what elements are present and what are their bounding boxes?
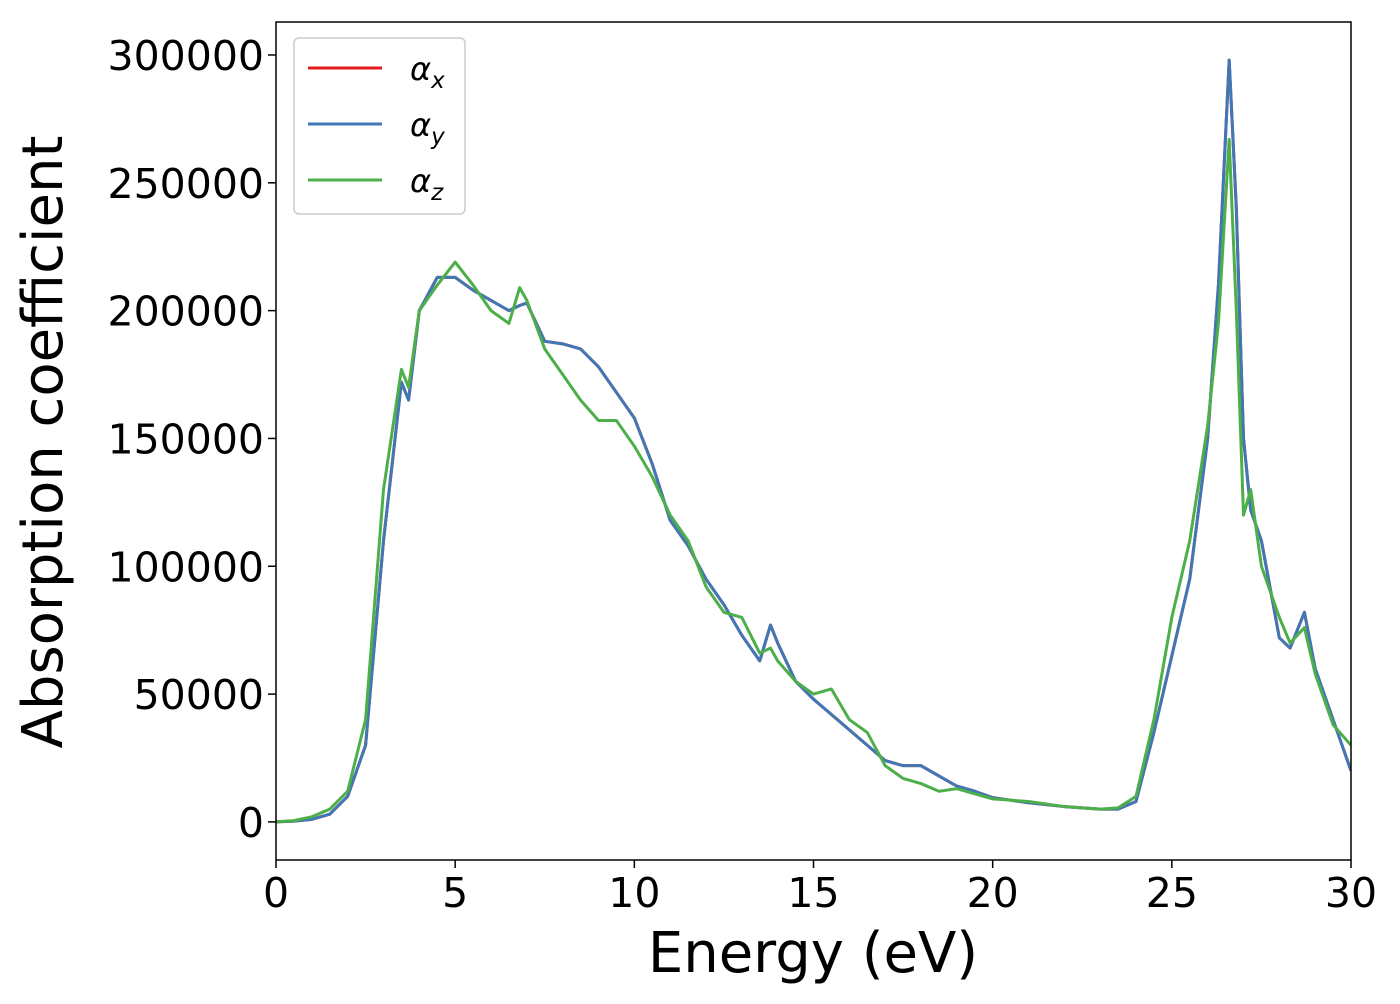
x-tick-label: 5 (442, 869, 468, 917)
y-tick-label: 150000 (107, 415, 264, 463)
x-tick-label: 10 (608, 869, 660, 917)
plot-frame (275, 21, 1352, 861)
x-tick-label: 15 (787, 869, 839, 917)
legend-label: αx (410, 50, 445, 94)
y-tick-label: 100000 (107, 543, 264, 591)
x-axis-label: Energy (eV) (648, 921, 978, 986)
y-tick-label: 50000 (134, 671, 264, 719)
x-tick-label: 20 (967, 869, 1019, 917)
x-tick-label: 25 (1146, 869, 1198, 917)
y-tick-label: 200000 (107, 288, 264, 336)
legend-label: αz (410, 162, 444, 206)
x-tick-label: 0 (263, 869, 289, 917)
legend-box (293, 37, 466, 215)
x-tick-label: 30 (1325, 869, 1377, 917)
y-axis-label: Absorption coefficient (11, 136, 76, 749)
legend-label: αy (410, 106, 445, 150)
y-tick-label: 300000 (107, 32, 264, 80)
y-tick-label: 250000 (107, 160, 264, 208)
plot-area (276, 58, 1351, 824)
series-line (276, 137, 1351, 824)
y-tick-label: 0 (238, 799, 264, 847)
